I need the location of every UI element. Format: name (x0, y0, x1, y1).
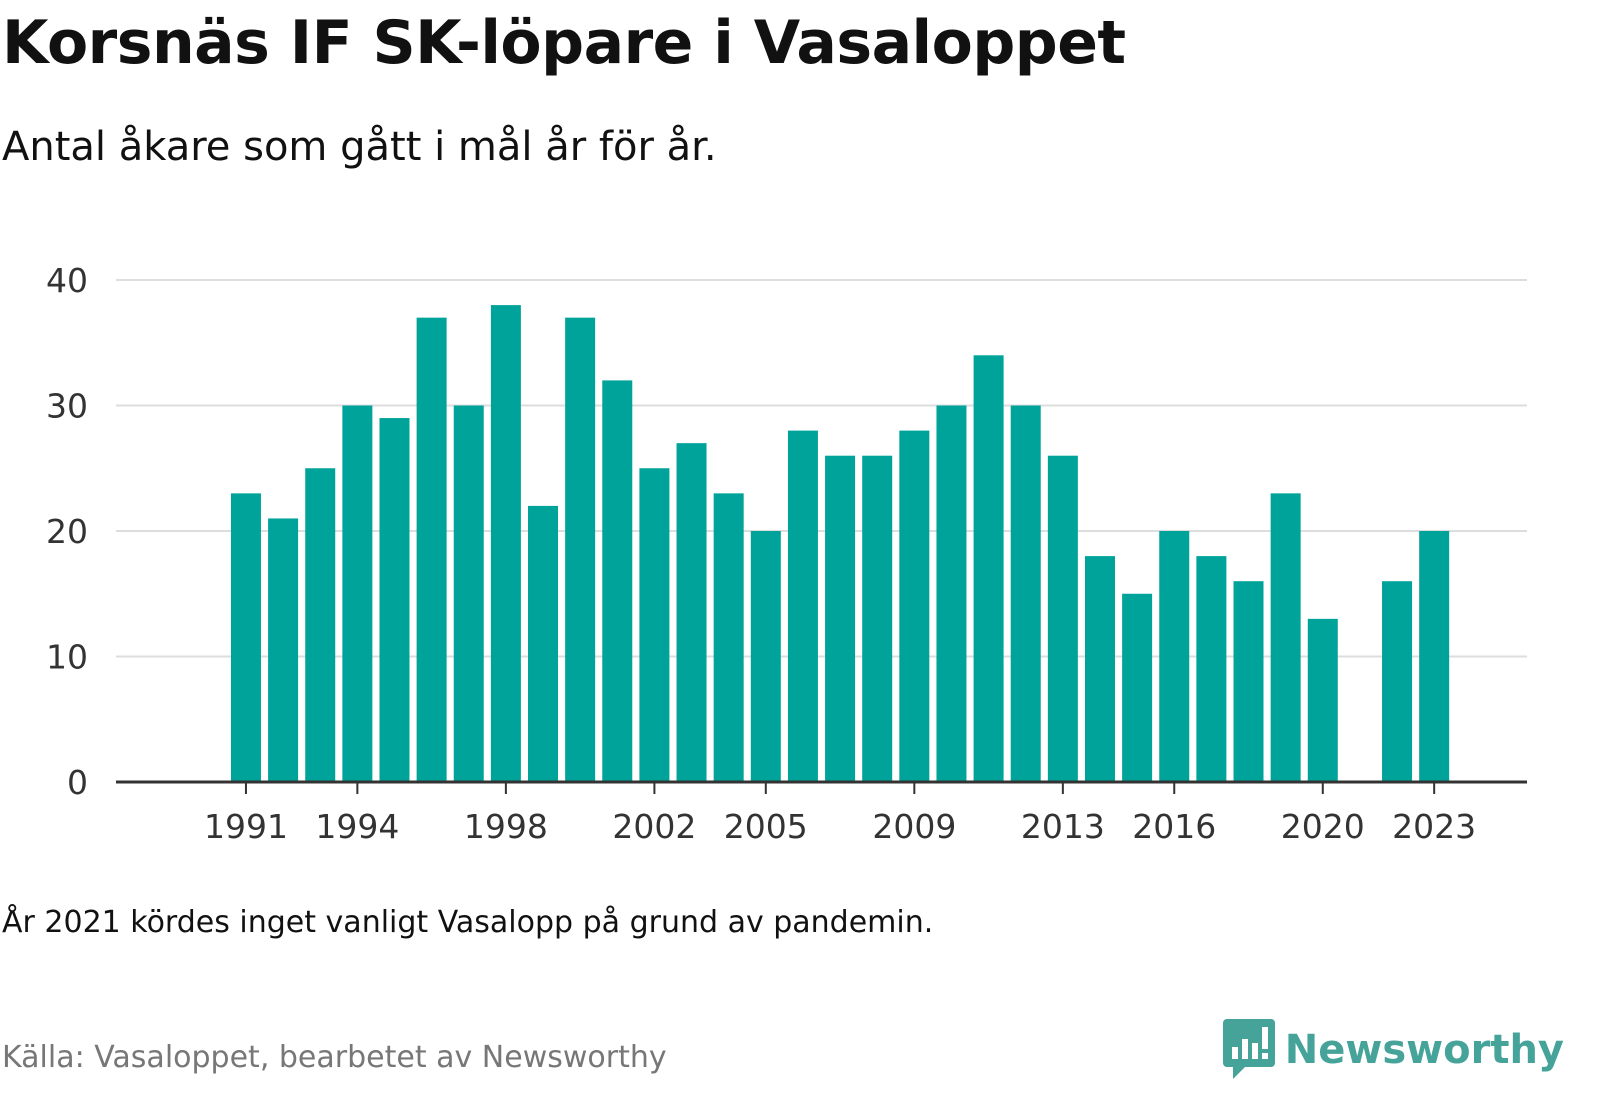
bar-1999[interactable] (528, 505, 559, 782)
x-tick-label: 2016 (1132, 807, 1216, 846)
bar-2005[interactable] (750, 531, 781, 782)
bar-1993[interactable] (305, 468, 336, 782)
bar-2016[interactable] (1159, 531, 1190, 782)
bar-2006[interactable] (787, 430, 818, 782)
brand-name: Newsworthy (1284, 1027, 1564, 1073)
bar-2001[interactable] (602, 380, 633, 782)
bar-2004[interactable] (713, 493, 744, 782)
bar-2018[interactable] (1233, 581, 1264, 782)
bar-2015[interactable] (1122, 593, 1153, 782)
bar-1996[interactable] (416, 317, 447, 782)
bar-1991[interactable] (230, 493, 261, 782)
x-tick-label: 2020 (1281, 807, 1365, 846)
bar-2014[interactable] (1084, 556, 1115, 782)
bar-2002[interactable] (639, 468, 670, 782)
x-tick-label: 1991 (204, 807, 288, 846)
bar-1998[interactable] (490, 305, 521, 782)
newsworthy-logo-icon (1222, 1019, 1275, 1079)
bar-2020[interactable] (1307, 618, 1338, 782)
x-axis (116, 780, 1527, 794)
bar-1997[interactable] (453, 405, 484, 783)
bar-2011[interactable] (973, 355, 1004, 782)
bar-2008[interactable] (862, 455, 893, 782)
x-tick-label: 1998 (464, 807, 548, 846)
bar-2019[interactable] (1270, 493, 1301, 782)
x-tick-label: 2005 (724, 807, 808, 846)
bar-2017[interactable] (1196, 556, 1227, 782)
y-tick-label: 10 (46, 638, 88, 677)
chart-title: Korsnäs IF SK-löpare i Vasaloppet (2, 8, 1126, 78)
bars (230, 305, 1450, 783)
bar-2010[interactable] (936, 405, 967, 783)
x-tick-label: 2013 (1021, 807, 1105, 846)
bar-1994[interactable] (342, 405, 373, 783)
bar-2009[interactable] (899, 430, 930, 782)
footnote: År 2021 kördes inget vanligt Vasalopp på… (2, 905, 934, 940)
bar-2012[interactable] (1010, 405, 1041, 783)
bar-2003[interactable] (676, 443, 707, 782)
chart-subtitle: Antal åkare som gått i mål år för år. (2, 124, 717, 170)
x-tick-label: 2009 (872, 807, 956, 846)
x-tick-label: 2023 (1392, 807, 1476, 846)
y-tick-labels: 0 10 20 30 40 (46, 261, 88, 802)
bar-1992[interactable] (268, 518, 299, 782)
bar-chart: 0 10 20 30 40 1991 1994 1998 2002 2005 2009 2013 20… (46, 261, 1527, 846)
bar-2007[interactable] (825, 455, 856, 782)
newsworthy-logo[interactable]: Newsworthy (1222, 1018, 1564, 1082)
y-tick-label: 0 (67, 763, 88, 802)
bar-2013[interactable] (1047, 455, 1078, 782)
bar-2000[interactable] (565, 317, 596, 782)
bar-2022[interactable] (1382, 581, 1413, 782)
x-tick-label: 2002 (612, 807, 696, 846)
bar-1995[interactable] (379, 418, 410, 782)
x-tick-label: 1994 (315, 807, 399, 846)
bar-2023[interactable] (1419, 531, 1450, 782)
y-tick-label: 30 (46, 387, 88, 426)
source-text: Källa: Vasaloppet, bearbetet av Newswort… (2, 1040, 667, 1075)
y-tick-label: 40 (46, 261, 88, 300)
x-tick-labels: 1991 1994 1998 2002 2005 2009 2013 2016 2020 2023 (204, 807, 1476, 846)
y-tick-label: 20 (46, 512, 88, 551)
